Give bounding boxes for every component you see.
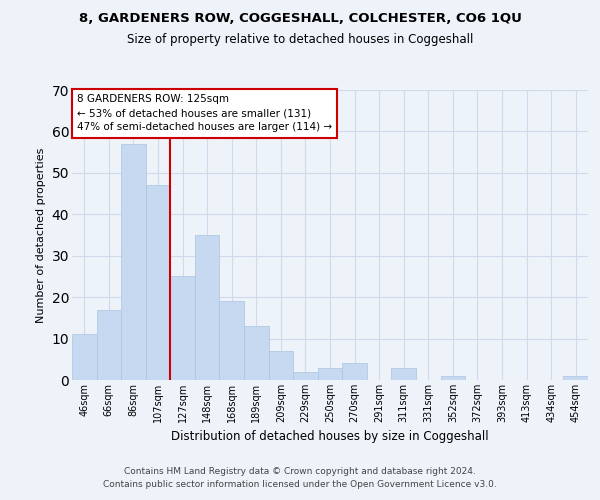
- Bar: [318, 368, 342, 380]
- Bar: [269, 351, 293, 380]
- Bar: [391, 368, 416, 380]
- X-axis label: Distribution of detached houses by size in Coggeshall: Distribution of detached houses by size …: [171, 430, 489, 444]
- Bar: [146, 186, 170, 380]
- Bar: [97, 310, 121, 380]
- Bar: [121, 144, 146, 380]
- Bar: [72, 334, 97, 380]
- Bar: [170, 276, 195, 380]
- Text: Contains HM Land Registry data © Crown copyright and database right 2024.: Contains HM Land Registry data © Crown c…: [124, 467, 476, 476]
- Y-axis label: Number of detached properties: Number of detached properties: [36, 148, 46, 322]
- Bar: [220, 302, 244, 380]
- Bar: [195, 235, 220, 380]
- Bar: [563, 376, 588, 380]
- Text: 8 GARDENERS ROW: 125sqm
← 53% of detached houses are smaller (131)
47% of semi-d: 8 GARDENERS ROW: 125sqm ← 53% of detache…: [77, 94, 332, 132]
- Bar: [440, 376, 465, 380]
- Bar: [342, 364, 367, 380]
- Text: 8, GARDENERS ROW, COGGESHALL, COLCHESTER, CO6 1QU: 8, GARDENERS ROW, COGGESHALL, COLCHESTER…: [79, 12, 521, 26]
- Bar: [244, 326, 269, 380]
- Bar: [293, 372, 318, 380]
- Text: Size of property relative to detached houses in Coggeshall: Size of property relative to detached ho…: [127, 32, 473, 46]
- Text: Contains public sector information licensed under the Open Government Licence v3: Contains public sector information licen…: [103, 480, 497, 489]
